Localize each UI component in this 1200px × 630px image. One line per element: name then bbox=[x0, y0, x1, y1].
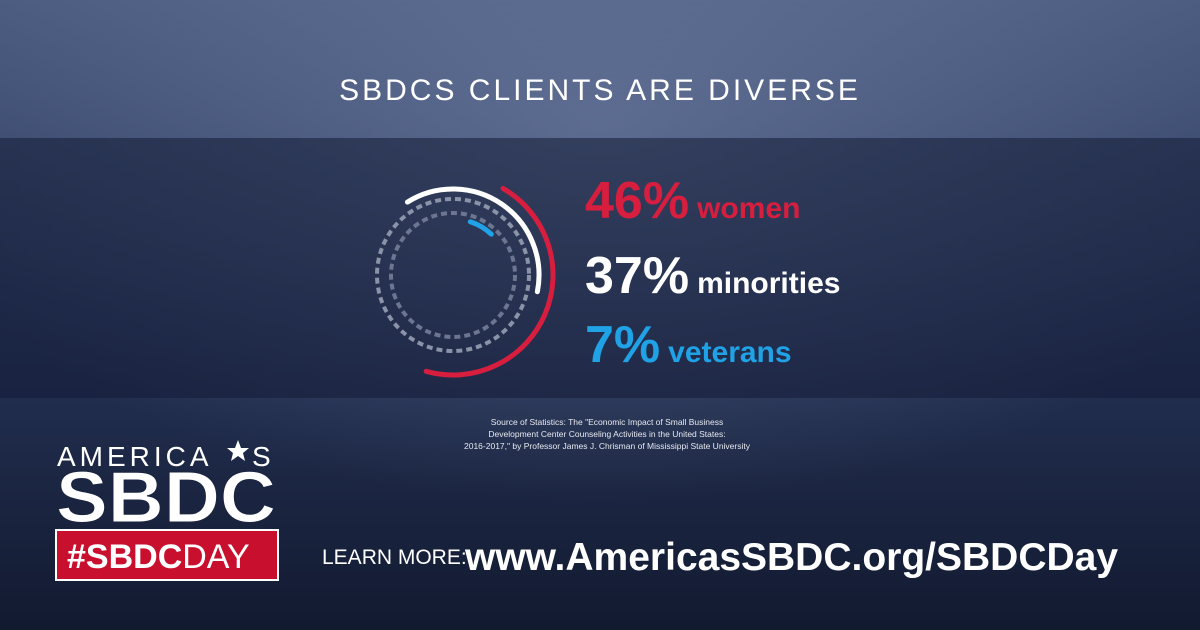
source: 2016-2017," by Professor James J. Chrism… bbox=[464, 441, 751, 451]
logo-top: AMERICA bbox=[57, 441, 213, 472]
hashtag: #SBDCDAY bbox=[67, 538, 250, 576]
hashtag-light: DAY bbox=[182, 538, 249, 576]
logo-star bbox=[227, 440, 249, 461]
logo-top: S bbox=[252, 441, 271, 472]
stat-line: 7% veterans bbox=[585, 316, 792, 374]
stat-line: 46% women bbox=[585, 172, 800, 230]
arc bbox=[404, 186, 542, 295]
hashtag-bold: #SBDC bbox=[67, 538, 182, 576]
category-label: veterans bbox=[668, 336, 791, 369]
value-label: 37% bbox=[585, 247, 689, 305]
arc bbox=[423, 185, 556, 378]
arc bbox=[467, 219, 494, 237]
stat-line: 37% minorities bbox=[585, 247, 840, 305]
cta: LEARN MORE: bbox=[322, 546, 467, 569]
hashtag-box bbox=[55, 529, 279, 581]
title: SBDCS CLIENTS ARE DIVERSE bbox=[339, 74, 861, 107]
value-label: 46% bbox=[585, 172, 689, 230]
value-label: 7% bbox=[585, 316, 660, 374]
source: Development Center Counseling Activities… bbox=[488, 429, 725, 439]
arcs bbox=[404, 185, 556, 378]
source: Source of Statistics: The "Economic Impa… bbox=[491, 417, 723, 427]
logo-main: SBDC bbox=[56, 458, 276, 538]
track-ring bbox=[375, 197, 531, 353]
band bbox=[0, 138, 1200, 398]
category-label: women bbox=[696, 192, 800, 225]
category-label: minorities bbox=[697, 267, 840, 300]
url[interactable]: www.AmericasSBDC.org/SBDCDay bbox=[464, 536, 1118, 579]
track-ring bbox=[389, 211, 517, 339]
